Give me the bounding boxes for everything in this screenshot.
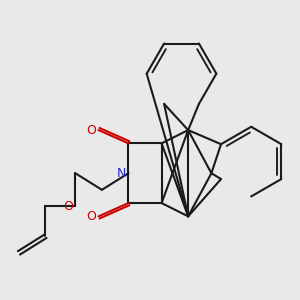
Text: O: O: [63, 200, 73, 213]
Text: N: N: [116, 167, 126, 180]
Text: O: O: [86, 210, 96, 223]
Text: O: O: [86, 124, 96, 136]
